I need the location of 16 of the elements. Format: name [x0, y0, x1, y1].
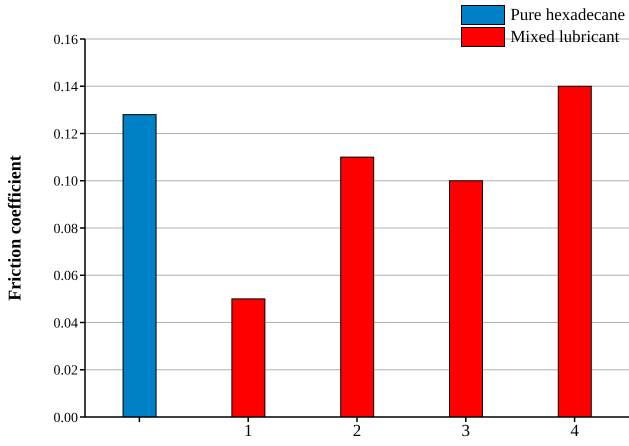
y-tick-label: 0.06	[54, 269, 78, 284]
y-axis-title: Friction coefficient	[4, 155, 24, 301]
y-tick-label: 0.16	[54, 32, 78, 48]
y-tick-label: 0.02	[54, 364, 78, 379]
x-tick-label: 3	[462, 421, 470, 440]
x-tick-label: 2	[352, 421, 362, 440]
y-tick-label: 0.10	[54, 174, 78, 190]
x-tick-label: 4	[570, 421, 580, 440]
legend-label: Pure hexadecane	[510, 4, 625, 26]
y-tick-label: 0.08	[54, 222, 78, 237]
legend-label: Mixed lubricant	[510, 26, 620, 48]
y-tick-label: 0.00	[54, 410, 78, 426]
x-tick-label: 1	[244, 421, 252, 440]
y-tick-label: 0.04	[54, 316, 78, 332]
y-tick-label: 0.12	[54, 127, 78, 142]
y-tick-label: 0.14	[54, 80, 78, 96]
